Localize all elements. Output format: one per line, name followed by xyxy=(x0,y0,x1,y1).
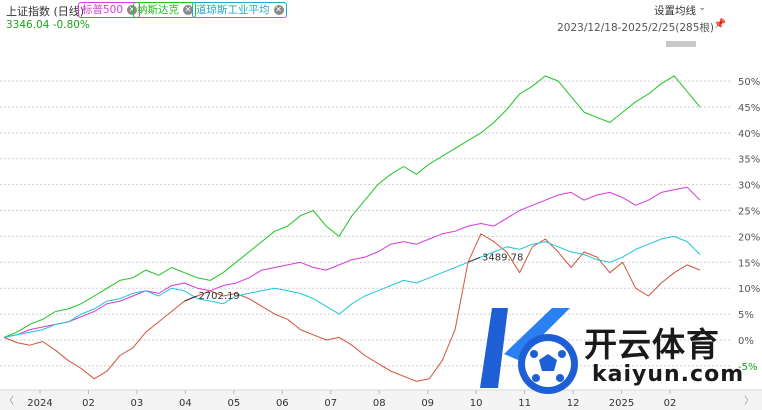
price-readout: 3346.04 -0.80% xyxy=(6,19,90,31)
x-axis-band xyxy=(0,390,762,410)
moving-average-settings-button[interactable]: 设置均线 xyxy=(654,5,696,17)
x-tick-label: 07 xyxy=(324,398,337,409)
x-tick-label: 2025 xyxy=(609,398,634,409)
x-tick-label: 04 xyxy=(179,398,192,409)
watermark-name: 开云体育 xyxy=(584,325,720,364)
price-change: -0.80% xyxy=(52,19,90,31)
compare-tag-label: 纳斯达克 xyxy=(137,4,179,16)
annotation-arrow xyxy=(184,295,197,302)
y-tick-label: 45% xyxy=(738,103,760,114)
chevron-down-icon[interactable]: ⌄ xyxy=(698,3,706,13)
y-tick-label: 15% xyxy=(738,258,760,269)
x-tick-label: 12 xyxy=(567,398,580,409)
x-tick-label: 06 xyxy=(276,398,289,409)
x-tick-label: 08 xyxy=(373,398,386,409)
y-tick-label: 25% xyxy=(738,207,760,218)
x-tick-label: 03 xyxy=(131,398,144,409)
x-tick-label: 02 xyxy=(664,398,677,409)
toolbar-button[interactable] xyxy=(666,41,696,47)
y-tick-label: 40% xyxy=(738,129,760,140)
y-tick-label: 30% xyxy=(738,181,760,192)
x-tick-label: 2024 xyxy=(27,398,52,409)
annotation-label: 2702.19 xyxy=(198,291,239,302)
annotation-label: 3489.78 xyxy=(482,252,523,263)
compare-tag-label: 道琼斯工业平均 xyxy=(196,4,270,16)
y-tick-label: 20% xyxy=(738,232,760,243)
index-title: 上证指数 (日线) xyxy=(6,5,85,18)
y-tick-label: -5% xyxy=(738,362,757,373)
close-icon[interactable]: ✕ xyxy=(273,5,284,15)
annotations: 2702.19 3489.78 xyxy=(184,252,523,302)
series-line-3 xyxy=(3,235,701,338)
x-tick-label: 11 xyxy=(518,398,531,409)
chart-header: 上证指数 (日线) 标普500 ✕ 纳斯达克 ✕ 道琼斯工业平均 ✕ 3346.… xyxy=(0,0,762,47)
watermark-logo xyxy=(480,308,578,394)
x-tick-label: 10 xyxy=(470,398,483,409)
last-price: 3346.04 xyxy=(6,19,50,31)
annotation-arrow xyxy=(467,256,481,263)
close-icon[interactable]: ✕ xyxy=(127,5,138,15)
scroll-left-icon: 〈 xyxy=(4,395,14,407)
date-range: 2023/12/18-2025/2/25(285根) xyxy=(557,22,714,34)
series-lines xyxy=(3,75,701,382)
compare-tag-sp500[interactable]: 标普500 ✕ xyxy=(78,2,141,18)
grid-lines xyxy=(0,80,730,367)
series-line-0 xyxy=(3,233,701,382)
x-tick-label: 09 xyxy=(421,398,434,409)
compare-tag-nasdaq[interactable]: 纳斯达克 ✕ xyxy=(133,2,196,18)
y-tick-label: 50% xyxy=(738,77,760,88)
y-tick-label: 10% xyxy=(738,284,760,295)
series-line-2 xyxy=(3,75,701,338)
watermark-url: kaiyun.com xyxy=(592,362,745,387)
scroll-right-icon: 〉 xyxy=(744,395,754,407)
series-line-1 xyxy=(3,186,701,338)
close-icon[interactable]: ✕ xyxy=(183,5,193,15)
compare-tag-label: 标普500 xyxy=(82,4,124,16)
y-axis-ticks: 50% 45% 40% 35% 30% 25% 20% 15% 10% 5% 0% -5% xyxy=(738,77,760,373)
compare-tag-dow[interactable]: 道琼斯工业平均 ✕ xyxy=(192,2,287,18)
y-tick-label: 5% xyxy=(738,310,754,321)
y-tick-label: 0% xyxy=(738,336,754,347)
pin-icon[interactable]: 📌 xyxy=(713,19,726,30)
x-axis: 〈 〉 2024 02 03 04 05 06 07 08 09 10 11 12 2025 02 xyxy=(0,389,762,410)
x-tick-label: 02 xyxy=(82,398,95,409)
y-tick-label: 35% xyxy=(738,155,760,166)
x-tick-label: 05 xyxy=(227,398,240,409)
